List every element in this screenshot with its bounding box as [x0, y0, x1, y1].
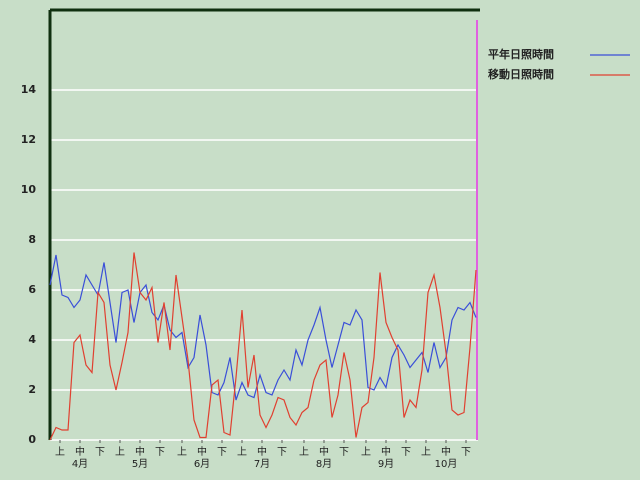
x-tick-label: 中: [257, 445, 267, 458]
x-tick-label: 中: [135, 445, 145, 458]
y-tick-label: 6: [28, 283, 36, 296]
month-label: 10月: [435, 458, 458, 470]
series-line: [49, 252, 477, 441]
y-tick-label: 12: [21, 133, 36, 146]
x-tick-label: 下: [155, 447, 165, 458]
legend-label: 平年日照時間: [488, 47, 554, 61]
x-tick-label: 上: [177, 446, 187, 458]
x-tick-label: 上: [361, 446, 371, 458]
x-tick-label: 上: [421, 446, 431, 458]
month-label: 7月: [254, 458, 270, 470]
x-tick-label: 上: [55, 446, 65, 458]
y-tick-label: 4: [28, 333, 36, 346]
x-tick-label: 下: [461, 447, 471, 458]
legend-label: 移動日照時間: [488, 67, 554, 81]
month-label: 9月: [378, 458, 394, 470]
x-tick-label: 中: [75, 445, 85, 458]
y-tick-label: 2: [28, 383, 36, 396]
y-tick-label: 14: [21, 83, 37, 96]
x-tick-label: 上: [115, 446, 125, 458]
x-tick-label: 下: [95, 447, 105, 458]
y-tick-label: 8: [28, 233, 36, 246]
x-tick-label: 中: [441, 445, 451, 458]
x-tick-label: 中: [319, 445, 329, 458]
x-tick-label: 上: [237, 446, 247, 458]
x-tick-label: 下: [339, 447, 349, 458]
y-tick-label: 0: [28, 433, 36, 446]
x-tick-label: 下: [217, 447, 227, 458]
x-tick-label: 中: [197, 445, 207, 458]
y-tick-label: 10: [21, 183, 37, 196]
month-label: 5月: [132, 458, 148, 470]
month-label: 8月: [316, 458, 332, 470]
x-tick-label: 下: [401, 447, 411, 458]
series-line: [49, 254, 477, 401]
x-tick-label: 上: [299, 446, 309, 458]
month-label: 6月: [194, 458, 210, 470]
x-tick-label: 下: [277, 447, 287, 458]
month-label: 4月: [72, 458, 88, 470]
x-tick-label: 中: [381, 445, 391, 458]
